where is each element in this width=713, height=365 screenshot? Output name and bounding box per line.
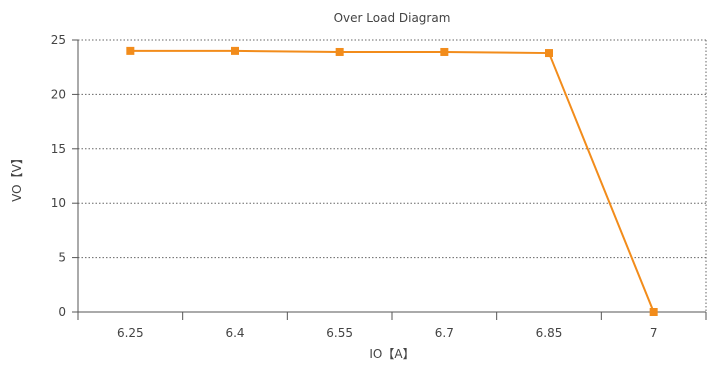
y-tick-label: 10 <box>51 196 66 210</box>
chart-title: Over Load Diagram <box>334 11 451 25</box>
y-tick-label: 25 <box>51 33 66 47</box>
x-tick-label: 6.55 <box>326 326 353 340</box>
plot-area: 0 5 10 15 20 25 6.25 6.4 6.55 6.7 6.85 7 <box>51 33 707 340</box>
y-tick-label: 20 <box>51 87 66 101</box>
data-point <box>335 47 344 56</box>
data-point <box>649 308 658 316</box>
y-tick-label: 5 <box>58 251 66 265</box>
y-axis-title: VO【V】 <box>10 152 24 202</box>
data-point <box>126 46 135 55</box>
x-tick-label: 7 <box>650 326 658 340</box>
y-tick-label: 15 <box>51 142 66 156</box>
x-tick-label: 6.85 <box>536 326 563 340</box>
data-point <box>545 49 553 58</box>
x-tick-label: 6.7 <box>435 326 454 340</box>
y-tick-label: 0 <box>58 305 66 319</box>
x-axis-title: IO【A】 <box>369 347 414 361</box>
x-tick-label: 6.25 <box>117 326 144 340</box>
data-point <box>440 47 449 56</box>
data-point <box>231 46 239 55</box>
series-line <box>130 49 655 313</box>
x-tick-label: 6.4 <box>225 326 244 340</box>
